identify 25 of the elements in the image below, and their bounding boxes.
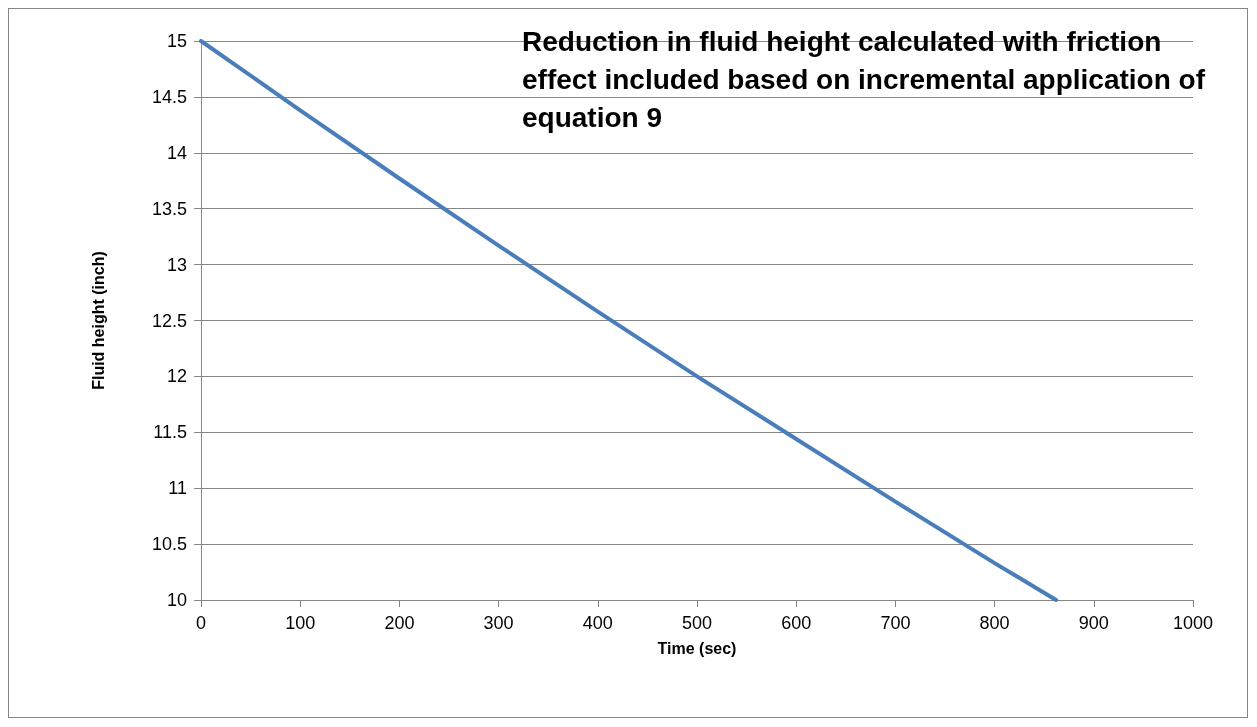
x-tick-label: 200: [384, 613, 415, 633]
x-tick-label: 500: [681, 613, 713, 633]
x-tick-label: 800: [979, 613, 1010, 633]
x-tick-label: 400: [582, 613, 613, 633]
y-tick-label: 14.5: [151, 86, 187, 107]
y-axis-title: Fluid height (inch): [89, 251, 107, 390]
y-tick-label: 13.5: [151, 198, 187, 219]
y-tick-label: 15: [166, 31, 187, 51]
x-tick-label: 900: [1078, 613, 1109, 633]
y-tick-label: 12.5: [151, 310, 187, 331]
y-tick-label: 13: [166, 254, 187, 275]
y-tick-label: 10: [166, 590, 187, 610]
x-tick-label: 700: [880, 613, 911, 633]
y-tick-label: 12: [166, 366, 187, 387]
y-tick-label: 10.5: [151, 534, 187, 555]
y-tick-label: 11.5: [153, 422, 187, 443]
x-tick-label: 600: [781, 613, 812, 633]
y-tick-label: 11: [168, 478, 187, 499]
x-tick-label: 0: [195, 613, 207, 633]
x-tick-label: 300: [483, 613, 514, 633]
x-axis-title: Time (sec): [657, 639, 737, 657]
x-tick-label: 1000: [1172, 613, 1214, 633]
text: Reduction in fluid height calculated with friction effect included based on incremental application of equation 9: [522, 25, 1213, 133]
y-tick-label: 14: [166, 142, 187, 163]
x-tick-label: 100: [285, 613, 316, 633]
